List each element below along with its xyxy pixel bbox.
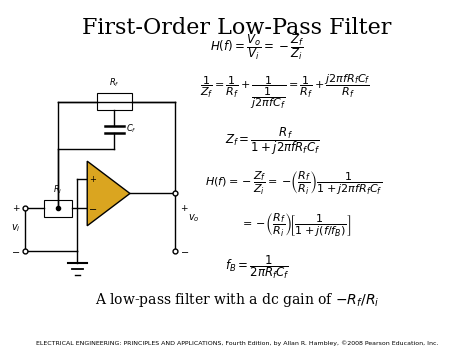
Text: $f_B = \dfrac{1}{2\pi R_f C_f}$: $f_B = \dfrac{1}{2\pi R_f C_f}$ xyxy=(225,253,290,281)
Text: First-Order Low-Pass Filter: First-Order Low-Pass Filter xyxy=(82,17,392,39)
Text: $+$: $+$ xyxy=(181,203,189,213)
Text: $H(f) = \dfrac{V_o}{V_i} = -\dfrac{Z_f}{Z_i}$: $H(f) = \dfrac{V_o}{V_i} = -\dfrac{Z_f}{… xyxy=(210,32,304,62)
Text: $v_o$: $v_o$ xyxy=(188,212,200,224)
Text: $R_f$: $R_f$ xyxy=(109,77,120,89)
Text: $C_f$: $C_f$ xyxy=(126,122,137,135)
Text: A low-pass filter with a dc gain of $-R_f/R_i$: A low-pass filter with a dc gain of $-R_… xyxy=(95,291,379,309)
Text: $v_i$: $v_i$ xyxy=(11,222,21,234)
Text: $R_i$: $R_i$ xyxy=(54,184,63,196)
Text: ELECTRICAL ENGINEERING: PRINCIPLES AND APPLICATIONS, Fourth Edition, by Allan R.: ELECTRICAL ENGINEERING: PRINCIPLES AND A… xyxy=(36,340,438,346)
Text: $-$: $-$ xyxy=(11,246,20,256)
Text: $= -\!\left(\dfrac{R_f}{R_i}\right)\!\left[\dfrac{1}{1 + j(f / f_B)}\right]$: $= -\!\left(\dfrac{R_f}{R_i}\right)\!\le… xyxy=(240,211,351,239)
Polygon shape xyxy=(87,161,130,226)
Bar xyxy=(97,93,132,110)
Text: $+$: $+$ xyxy=(89,174,97,184)
Bar xyxy=(45,200,72,217)
Text: $+$: $+$ xyxy=(11,203,20,213)
Text: $\dfrac{1}{Z_f} = \dfrac{1}{R_f} + \dfrac{\quad 1 \quad}{\dfrac{1}{j2\pi f C_f}}: $\dfrac{1}{Z_f} = \dfrac{1}{R_f} + \dfra… xyxy=(200,72,371,111)
Text: $H(f) = -\dfrac{Z_f}{Z_i} = -\!\left(\dfrac{R_f}{R_i}\right)\dfrac{1}{1 + j2\pi : $H(f) = -\dfrac{Z_f}{Z_i} = -\!\left(\df… xyxy=(205,169,383,197)
Text: $-$: $-$ xyxy=(181,246,190,256)
Text: $Z_f = \dfrac{R_f}{1 + j2\pi f R_f C_f}$: $Z_f = \dfrac{R_f}{1 + j2\pi f R_f C_f}$ xyxy=(225,125,320,157)
Text: $-$: $-$ xyxy=(89,203,98,213)
